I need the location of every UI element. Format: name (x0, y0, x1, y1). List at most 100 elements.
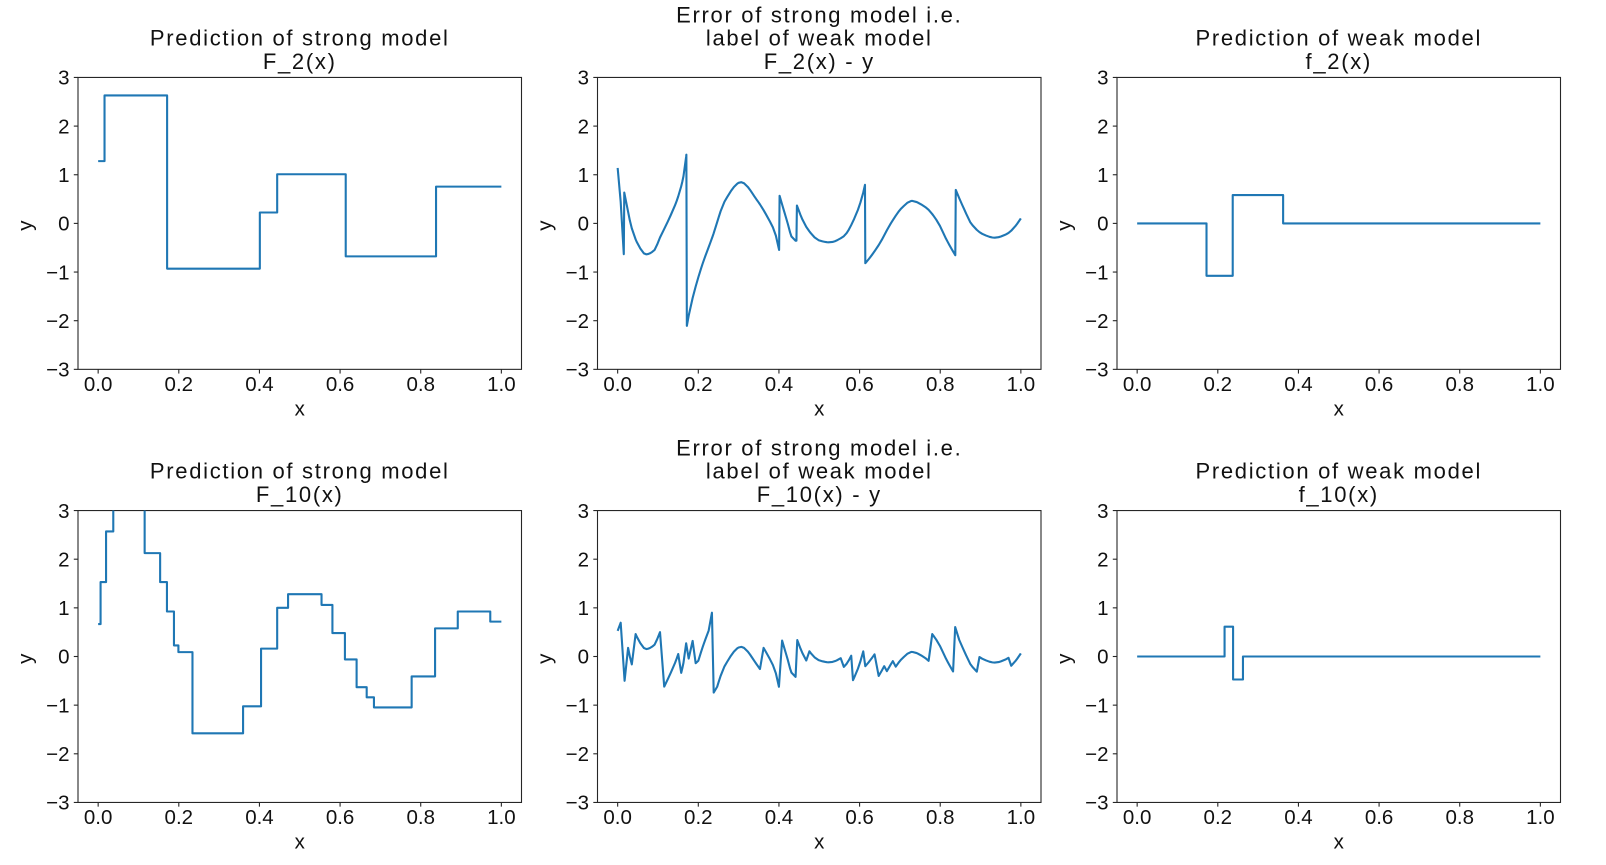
svg-text:1: 1 (1097, 164, 1108, 187)
svg-text:3: 3 (1097, 67, 1108, 90)
svg-text:f_10(x): f_10(x) (1299, 482, 1379, 507)
svg-text:3: 3 (1097, 500, 1108, 523)
svg-text:0.6: 0.6 (326, 373, 355, 396)
svg-text:−1: −1 (46, 694, 69, 717)
svg-text:3: 3 (58, 67, 69, 90)
svg-text:label of weak model: label of weak model (706, 26, 933, 51)
svg-text:−1: −1 (46, 261, 69, 284)
svg-text:0.8: 0.8 (1445, 806, 1474, 829)
svg-text:−3: −3 (46, 359, 69, 382)
svg-text:Prediction of strong model: Prediction of strong model (150, 459, 450, 484)
svg-text:0.0: 0.0 (84, 373, 113, 396)
svg-text:0.2: 0.2 (1204, 373, 1233, 396)
svg-text:−2: −2 (46, 310, 69, 333)
svg-text:F_2(x): F_2(x) (263, 49, 337, 74)
svg-text:0.4: 0.4 (1284, 806, 1313, 829)
svg-text:Prediction of strong model: Prediction of strong model (150, 26, 450, 51)
svg-text:0.2: 0.2 (1204, 806, 1233, 829)
svg-text:0.8: 0.8 (406, 373, 435, 396)
svg-text:1.0: 1.0 (1526, 373, 1555, 396)
svg-text:−2: −2 (1085, 310, 1108, 333)
svg-text:0.6: 0.6 (326, 806, 355, 829)
svg-text:0.6: 0.6 (1365, 373, 1394, 396)
svg-text:0.4: 0.4 (245, 806, 274, 829)
svg-text:2: 2 (1097, 115, 1108, 138)
svg-text:0.8: 0.8 (1445, 373, 1474, 396)
svg-text:0.8: 0.8 (926, 806, 955, 829)
svg-text:−1: −1 (566, 261, 589, 284)
svg-text:3: 3 (578, 67, 589, 90)
svg-text:−1: −1 (566, 694, 589, 717)
svg-text:−1: −1 (1085, 694, 1108, 717)
svg-text:0.4: 0.4 (1284, 373, 1313, 396)
svg-text:0.0: 0.0 (84, 806, 113, 829)
svg-text:Error of strong model i.e.: Error of strong model i.e. (676, 2, 962, 27)
svg-text:0.2: 0.2 (165, 373, 194, 396)
svg-text:y: y (534, 653, 557, 664)
svg-text:x: x (295, 830, 306, 853)
svg-text:0: 0 (1097, 213, 1108, 236)
svg-text:0.6: 0.6 (845, 373, 874, 396)
svg-text:Prediction of weak model: Prediction of weak model (1195, 459, 1482, 484)
svg-text:1.0: 1.0 (1526, 806, 1555, 829)
svg-text:2: 2 (1097, 548, 1108, 571)
svg-text:0.6: 0.6 (845, 806, 874, 829)
svg-text:0.2: 0.2 (684, 806, 713, 829)
svg-text:0.8: 0.8 (406, 806, 435, 829)
svg-text:0: 0 (58, 213, 69, 236)
svg-text:−2: −2 (566, 310, 589, 333)
svg-text:−3: −3 (1085, 359, 1108, 382)
svg-text:x: x (295, 397, 306, 420)
svg-text:y: y (14, 653, 37, 664)
svg-text:0: 0 (1097, 646, 1108, 669)
svg-text:Prediction of weak model: Prediction of weak model (1195, 26, 1482, 51)
svg-text:1.0: 1.0 (487, 373, 516, 396)
svg-text:−3: −3 (46, 792, 69, 815)
svg-text:1: 1 (58, 164, 69, 187)
svg-text:label of weak model: label of weak model (706, 459, 933, 484)
svg-text:2: 2 (578, 115, 589, 138)
svg-text:0.2: 0.2 (684, 373, 713, 396)
svg-text:F_10(x): F_10(x) (256, 482, 344, 507)
svg-text:3: 3 (58, 500, 69, 523)
svg-text:y: y (1053, 220, 1076, 231)
svg-text:2: 2 (58, 548, 69, 571)
svg-text:0.2: 0.2 (165, 806, 194, 829)
svg-text:F_2(x) - y: F_2(x) - y (764, 49, 875, 74)
svg-text:0.4: 0.4 (765, 806, 794, 829)
svg-text:−3: −3 (566, 359, 589, 382)
svg-text:0.0: 0.0 (603, 806, 632, 829)
svg-text:1.0: 1.0 (1007, 373, 1036, 396)
svg-text:0.4: 0.4 (245, 373, 274, 396)
svg-text:x: x (1334, 397, 1345, 420)
svg-text:x: x (814, 397, 825, 420)
svg-text:−2: −2 (46, 743, 69, 766)
svg-text:F_10(x) - y: F_10(x) - y (757, 482, 882, 507)
svg-text:Error of strong model i.e.: Error of strong model i.e. (676, 435, 962, 460)
svg-text:1.0: 1.0 (487, 806, 516, 829)
svg-text:1.0: 1.0 (1007, 806, 1036, 829)
svg-text:−2: −2 (566, 743, 589, 766)
svg-text:x: x (814, 830, 825, 853)
svg-text:−3: −3 (566, 792, 589, 815)
svg-text:y: y (14, 220, 37, 231)
svg-text:0.0: 0.0 (1123, 806, 1152, 829)
svg-text:−1: −1 (1085, 261, 1108, 284)
svg-text:3: 3 (578, 500, 589, 523)
svg-text:y: y (1053, 653, 1076, 664)
svg-text:0.8: 0.8 (926, 373, 955, 396)
svg-text:f_2(x): f_2(x) (1306, 49, 1372, 74)
svg-text:0.4: 0.4 (765, 373, 794, 396)
svg-text:1: 1 (578, 597, 589, 620)
svg-text:0.0: 0.0 (1123, 373, 1152, 396)
svg-text:0: 0 (578, 213, 589, 236)
svg-text:0: 0 (58, 646, 69, 669)
svg-text:x: x (1334, 830, 1345, 853)
svg-text:0.0: 0.0 (603, 373, 632, 396)
svg-text:2: 2 (578, 548, 589, 571)
svg-text:y: y (534, 220, 557, 231)
svg-text:1: 1 (578, 164, 589, 187)
svg-text:1: 1 (58, 597, 69, 620)
svg-text:2: 2 (58, 115, 69, 138)
svg-text:−3: −3 (1085, 792, 1108, 815)
